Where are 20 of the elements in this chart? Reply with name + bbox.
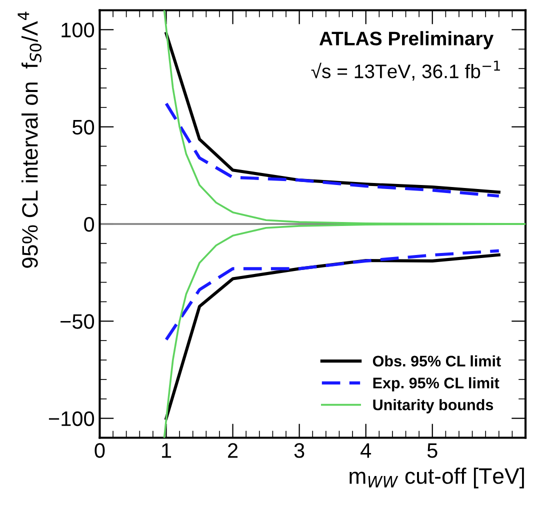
y-tick-label: 0	[84, 217, 94, 232]
x-tick-label: 5	[427, 443, 438, 458]
y-tick-label: 100	[62, 22, 94, 38]
y-tick-label: 50	[72, 120, 94, 135]
x-tick-label: 0	[94, 443, 105, 458]
x-tick-label: 2	[228, 443, 238, 458]
y-tick-label: −100	[48, 411, 94, 426]
legend-label: Obs. 95% CL limit	[372, 355, 501, 367]
y-tick-label: −50	[60, 314, 94, 329]
annotation: √s = 13TeV, 36.1 fb$^{−1}$	[311, 60, 500, 81]
legend-label: Exp. 95% CL limit	[373, 377, 500, 392]
legend-label: Unitarity bounds	[373, 399, 494, 414]
y-axis-title: 95% CL interval on f$_{S0}$/Λ$^{4}$	[18, 12, 42, 268]
x-tick-label: 3	[294, 443, 304, 458]
annotation: ATLAS Preliminary	[319, 31, 494, 50]
x-axis-title: m$_{WW}$ cut-off [TeV]	[350, 468, 524, 488]
line-series	[164, 102, 500, 198]
line-series	[164, 249, 500, 342]
x-tick-label: 1	[162, 443, 172, 458]
x-tick-label: 4	[360, 443, 372, 458]
